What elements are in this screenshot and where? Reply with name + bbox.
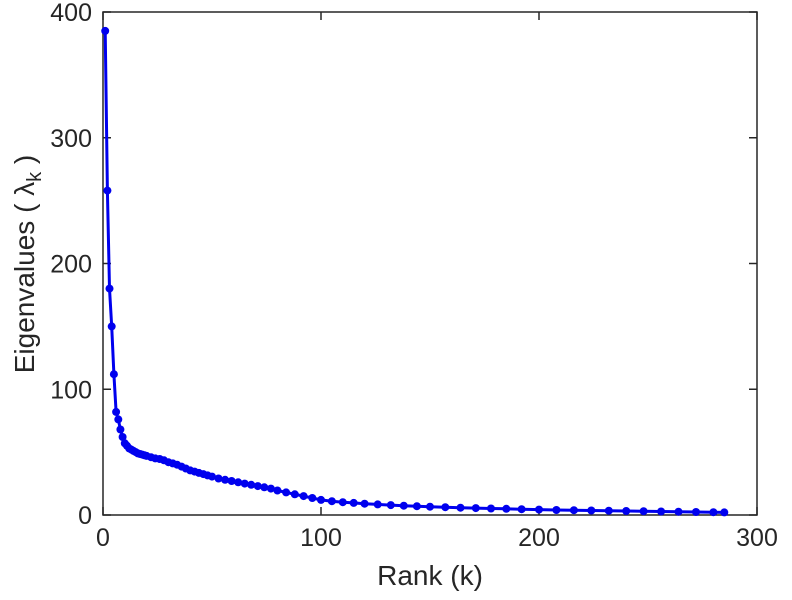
data-point-marker [114, 415, 123, 424]
data-point-marker [221, 475, 230, 484]
data-point-marker [360, 499, 369, 508]
data-point-marker [112, 407, 121, 416]
data-point-marker [535, 505, 543, 514]
series-layer [101, 26, 729, 517]
y-tick-label: 300 [50, 125, 92, 153]
data-point-marker [227, 477, 236, 485]
x-tick-label: 0 [96, 524, 110, 552]
data-point-marker [674, 507, 683, 516]
data-point-marker [118, 433, 127, 441]
lambda-symbol: λ [9, 182, 40, 196]
data-point-marker [471, 504, 480, 513]
data-point-marker [266, 484, 275, 493]
data-point-marker [299, 492, 308, 501]
data-point-marker [502, 504, 511, 513]
data-point-marker [441, 503, 450, 512]
data-point-marker [290, 490, 299, 499]
data-point-marker [327, 497, 336, 506]
data-point-marker [386, 501, 395, 510]
y-tick-label: 100 [50, 376, 92, 404]
data-point-marker [282, 488, 291, 497]
data-point-marker [247, 480, 256, 489]
y-tick-label: 400 [50, 0, 92, 27]
data-point-marker [105, 284, 114, 293]
x-tick-label: 100 [300, 524, 342, 552]
data-point-marker [569, 506, 578, 515]
y-axis-label-subscript: k [24, 171, 46, 182]
data-point-marker [101, 26, 110, 35]
data-point-marker [399, 501, 408, 510]
data-point-marker [116, 425, 125, 434]
data-point-marker [412, 502, 421, 511]
y-tick-label: 0 [78, 502, 92, 530]
tick-labels: 0 100 200 300 0 100 200 300 400 [50, 0, 778, 552]
data-point-marker [214, 474, 223, 483]
data-point-marker [240, 479, 249, 488]
data-point-marker [109, 370, 118, 379]
eigenvalue-line [103, 29, 726, 514]
data-point-marker [456, 503, 465, 512]
y-axis-label: Eigenvalues ( λk ) [9, 155, 46, 374]
data-point-marker [622, 507, 631, 515]
data-point-marker [103, 186, 112, 195]
y-axis-label-prefix: Eigenvalues ( [9, 196, 40, 373]
data-point-marker [338, 498, 347, 507]
x-axis-label: Rank (k) [377, 560, 483, 591]
data-point-marker [349, 498, 358, 507]
y-axis-label-suffix: ) [9, 155, 40, 172]
data-point-marker [487, 504, 495, 513]
data-point-marker [208, 472, 216, 481]
data-point-marker [260, 483, 269, 492]
data-point-marker [552, 506, 561, 514]
data-point-marker [273, 486, 282, 495]
data-point-marker [317, 495, 325, 504]
plot-box [102, 11, 758, 516]
data-point-marker [107, 322, 116, 331]
axis-ticks [102, 11, 758, 516]
data-point-marker [308, 494, 317, 502]
data-point-marker [604, 506, 613, 515]
x-tick-label: 300 [736, 524, 778, 552]
data-point-marker [234, 478, 243, 487]
data-point-marker [587, 506, 596, 515]
data-point-marker [253, 482, 262, 491]
data-point-marker [657, 507, 666, 516]
data-point-marker [373, 500, 382, 509]
data-point-marker [720, 508, 729, 517]
data-point-marker [517, 505, 526, 514]
y-tick-label: 200 [50, 251, 92, 279]
data-point-marker [639, 507, 648, 516]
data-point-marker [426, 502, 434, 511]
data-point-marker [709, 508, 718, 517]
x-tick-label: 200 [518, 524, 560, 552]
data-point-marker [692, 508, 700, 516]
